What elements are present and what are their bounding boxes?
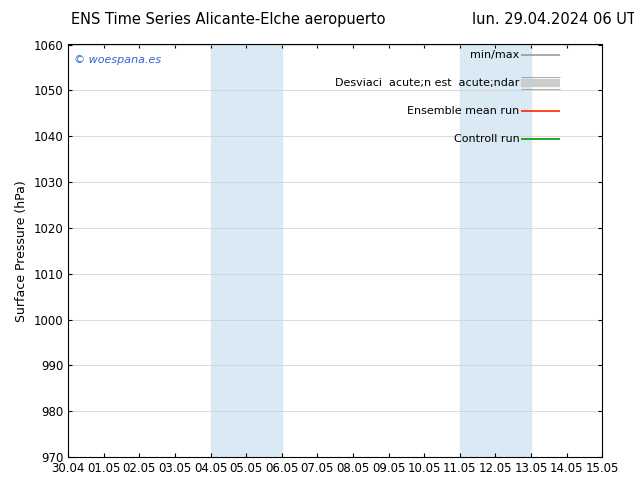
Text: ENS Time Series Alicante-Elche aeropuerto: ENS Time Series Alicante-Elche aeropuert…	[71, 12, 385, 27]
Y-axis label: Surface Pressure (hPa): Surface Pressure (hPa)	[15, 180, 28, 322]
Text: Controll run: Controll run	[454, 134, 519, 144]
Text: Ensemble mean run: Ensemble mean run	[407, 106, 519, 116]
Text: min/max: min/max	[470, 50, 519, 60]
Bar	[210, 45, 282, 457]
Text: © woespana.es: © woespana.es	[74, 55, 160, 65]
Text: lun. 29.04.2024 06 UTC: lun. 29.04.2024 06 UTC	[472, 12, 634, 27]
Text: Desviaci  acute;n est  acute;ndar: Desviaci acute;n est acute;ndar	[335, 78, 519, 88]
Bar	[460, 45, 531, 457]
